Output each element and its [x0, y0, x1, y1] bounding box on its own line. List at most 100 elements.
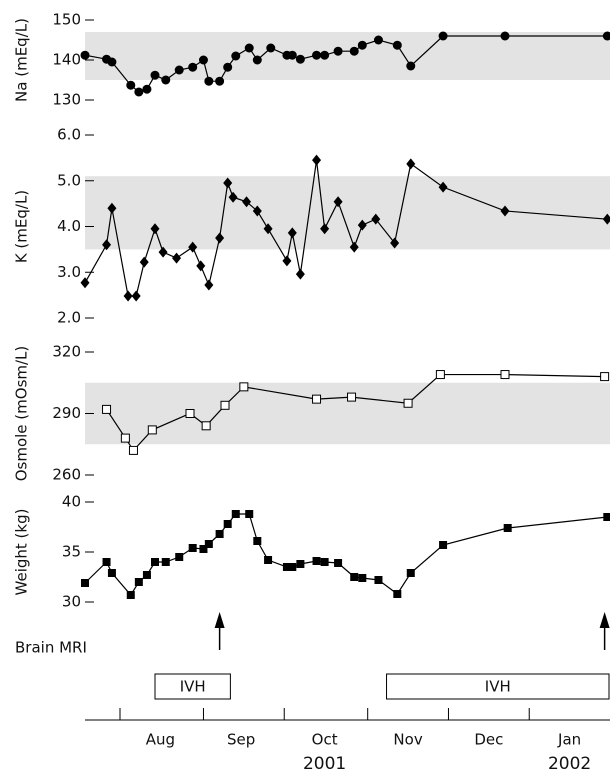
marker	[215, 530, 224, 538]
series-line	[84, 513, 608, 597]
mri-label: Brain MRI	[15, 639, 87, 657]
year-label: 2002	[548, 754, 591, 774]
x-tick-label: Jan	[557, 731, 581, 749]
x-tick-label: Dec	[474, 731, 503, 749]
y-axis-title: K (mEq/L)	[13, 190, 31, 263]
marker	[139, 256, 149, 268]
marker	[150, 223, 160, 235]
y-tick-label: 4.0	[57, 217, 81, 235]
marker	[312, 557, 321, 565]
marker	[295, 54, 305, 64]
y-axis-title: Na (mEq/L)	[13, 18, 31, 102]
marker	[244, 43, 254, 53]
marker	[357, 40, 367, 50]
marker	[172, 252, 182, 264]
marker	[80, 277, 90, 289]
marker	[347, 392, 357, 402]
marker	[252, 55, 262, 65]
marker	[333, 46, 343, 56]
marker	[358, 574, 367, 582]
x-tick-label: Nov	[393, 731, 422, 749]
marker	[102, 404, 112, 414]
x-tick-label: Aug	[146, 731, 175, 749]
marker	[500, 205, 510, 217]
marker	[393, 590, 402, 598]
y-tick-label: 35	[62, 543, 81, 561]
marker	[295, 268, 305, 280]
marker	[231, 510, 240, 518]
marker	[231, 51, 241, 61]
marker	[266, 43, 276, 53]
marker	[131, 290, 141, 302]
marker	[320, 223, 330, 235]
marker	[438, 181, 448, 193]
marker	[288, 563, 297, 571]
marker	[242, 196, 252, 208]
marker	[392, 40, 402, 50]
marker	[333, 196, 343, 208]
marker	[228, 191, 238, 203]
marker	[373, 35, 383, 45]
mri-arrowhead	[599, 612, 610, 628]
marker	[438, 31, 448, 41]
year-label: 2001	[303, 754, 346, 774]
marker	[374, 576, 383, 584]
normal-range	[85, 382, 610, 445]
x-tick-label: Oct	[312, 731, 338, 749]
ivh-label: IVH	[180, 678, 206, 696]
marker	[500, 370, 510, 380]
y-tick-label: 260	[52, 466, 81, 484]
marker	[123, 290, 133, 302]
marker	[403, 398, 413, 408]
marker	[600, 372, 610, 382]
y-tick-label: 40	[62, 493, 81, 511]
marker	[134, 87, 144, 97]
marker	[175, 553, 184, 561]
marker	[406, 158, 416, 170]
y-tick-label: 130	[52, 91, 81, 109]
marker	[185, 409, 195, 418]
marker	[320, 50, 330, 60]
marker	[406, 61, 416, 71]
marker	[128, 445, 138, 455]
marker	[349, 241, 359, 253]
marker	[134, 578, 143, 586]
mri-arrowhead	[214, 612, 225, 628]
y-tick-label: 2.0	[57, 309, 81, 327]
marker	[196, 260, 206, 272]
marker	[252, 205, 262, 217]
marker	[120, 433, 130, 443]
y-tick-label: 30	[62, 593, 81, 611]
marker	[107, 57, 117, 67]
marker	[142, 84, 152, 94]
marker	[435, 370, 445, 380]
marker	[223, 177, 233, 189]
marker	[350, 573, 359, 581]
ivh-box	[154, 673, 231, 700]
marker	[161, 75, 171, 85]
normal-range	[85, 32, 610, 80]
marker	[406, 569, 415, 577]
ivh-box	[386, 673, 610, 700]
marker	[220, 400, 230, 410]
marker	[188, 62, 198, 72]
marker	[158, 246, 168, 258]
y-tick-label: 140	[52, 51, 81, 69]
y-tick-label: 150	[52, 11, 81, 29]
marker	[245, 510, 254, 518]
marker	[371, 213, 381, 225]
marker	[142, 571, 151, 579]
marker	[204, 279, 214, 291]
marker	[603, 513, 610, 521]
marker	[223, 520, 232, 528]
marker	[151, 558, 159, 566]
marker	[107, 569, 116, 577]
marker	[334, 559, 343, 567]
x-tick-label: Sep	[227, 731, 255, 749]
marker	[439, 541, 448, 549]
marker	[282, 563, 291, 571]
marker	[126, 591, 135, 599]
marker	[215, 232, 225, 244]
marker	[312, 50, 322, 60]
